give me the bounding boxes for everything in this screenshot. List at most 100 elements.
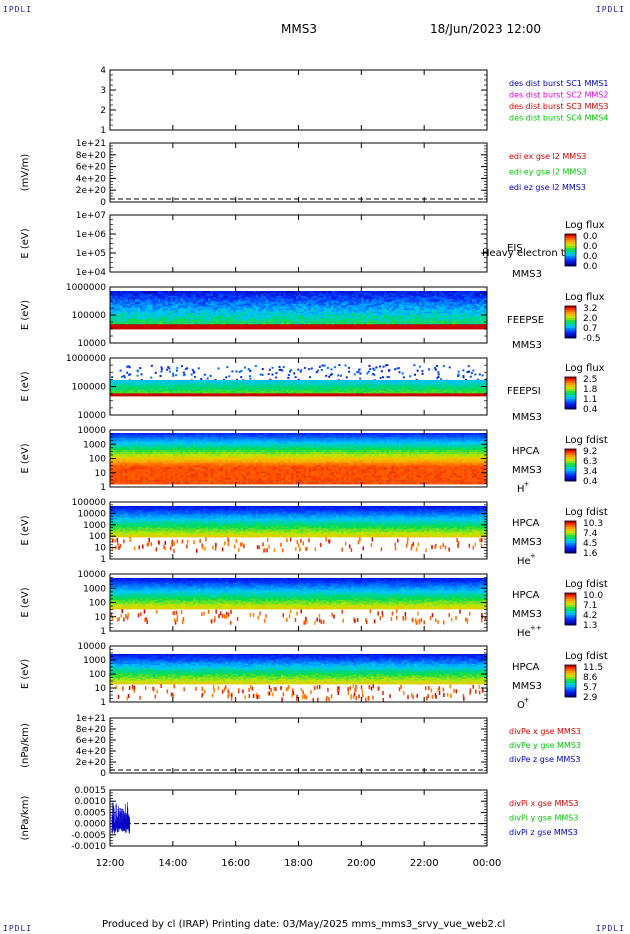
feepse-cell [306,317,309,320]
feepse-cell [323,294,327,297]
feepse-cell [213,316,216,319]
feepse-cell [142,302,146,305]
feepse-cell [288,303,292,306]
feepse-cell [187,294,191,297]
feepse-cell [451,313,455,316]
feepse-cell [295,298,299,301]
feepse-cell [464,311,468,314]
feepse-cell [346,317,350,320]
feepse-cell [424,303,428,306]
feepse-cell [358,314,362,317]
feepse-cell [484,325,488,328]
feepse-cell [378,313,382,316]
feepse-cell [326,324,330,327]
feepsi-cell [185,395,189,397]
feepse-cell [391,327,395,330]
feepsi-dot [421,370,424,373]
feepse-cell [409,303,412,306]
feepse-cell [419,295,423,298]
feepsi-dot [235,370,238,373]
feepse-cell [145,316,149,319]
feepse-cell [155,321,159,324]
panel-dist-ytick-label: 1 [100,126,106,136]
feepse-cell [253,322,257,325]
feepse-cell [464,298,468,301]
feepse-cell [182,317,186,320]
feepsi-dot [418,365,421,368]
feepsi-dot [197,367,200,370]
feepse-cell [363,291,367,293]
feepse-cell [406,316,410,319]
panel-edi-ytick-label: 0 [100,198,106,208]
feepse-cell [115,308,118,311]
feepse-cell [464,316,468,319]
feepse-cell [316,322,320,325]
feepse-cell [431,297,435,300]
feepse-cell [368,305,372,308]
feepse-cell [434,306,438,309]
feepse-cell [394,295,397,298]
feepse-cell [135,308,139,311]
feepse-cell [147,308,151,311]
feepse-cell [444,306,448,309]
feepse-cell [288,327,292,330]
feepse-cell [288,297,292,300]
feepse-cell [414,321,418,324]
feepse-cell [323,317,327,320]
feepse-cell [391,297,395,300]
feepse-cell [248,316,252,319]
feepse-cell [409,292,412,295]
feepse-cell [323,322,327,325]
feepsi-dot [462,369,465,372]
feepse-cell [140,298,144,301]
feepse-cell [140,305,144,308]
feepse-cell [283,325,287,328]
feepse-cell [446,303,450,306]
feepse-cell [220,322,224,325]
feepse-cell [200,292,204,295]
feepsi-cell [142,395,146,397]
feepse-cell [152,313,156,316]
feepse-cell [484,324,488,327]
feepse-cell [306,314,309,317]
feepse-cell [306,327,309,330]
feepse-cell [157,300,161,303]
feepse-cell [439,317,443,320]
feepse-cell [424,316,428,319]
feepse-cell [147,322,151,325]
feepse-cell [383,302,387,305]
feepse-cell [122,298,126,301]
feepse-cell [439,305,443,308]
feepse-cell [122,303,126,306]
feepse-cell [484,322,488,325]
feepse-cell [411,327,415,330]
feepse-cell [391,321,395,324]
feepse-cell [165,302,169,305]
feepse-cell [223,291,227,293]
feepse-cell [399,298,402,301]
feepse-cell [187,311,191,314]
feepse-cell [449,302,453,305]
feepse-cell [456,292,460,295]
feepse-cell [306,300,309,303]
feepse-cell [132,298,136,301]
feepse-cell [197,306,201,309]
feepse-cell [240,319,244,322]
feepse-cell [484,295,488,298]
feepse-cell [346,305,350,308]
feepse-cell [394,303,397,306]
feepse-cell [378,298,382,301]
colorbar-frame [564,305,577,339]
feepse-cell [436,319,440,322]
feepse-cell [311,310,314,312]
feepse-cell [436,310,440,312]
feepse-cell [476,311,480,314]
feepse-cell [197,311,201,314]
feepse-cell [353,321,357,324]
feepse-cell [258,305,262,308]
feepse-cell [431,322,435,325]
feepse-cell [280,327,284,330]
feepse-cell [220,310,224,312]
feepse-cell [316,306,320,309]
feepse-cell [192,292,196,295]
